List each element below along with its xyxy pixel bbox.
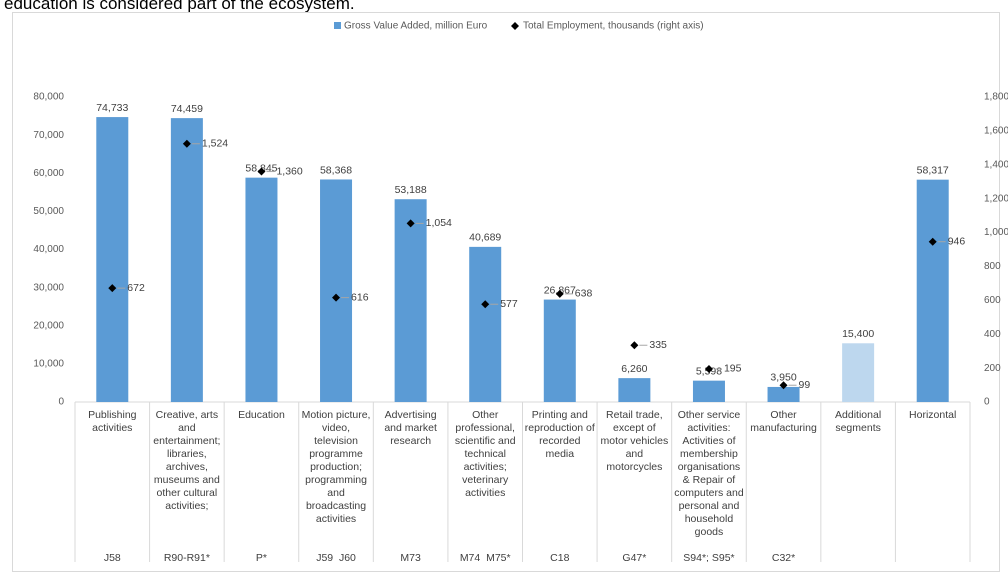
value-label: 3,950 <box>770 372 796 384</box>
y2-tick-label: 0 <box>984 397 990 408</box>
value-label: 1,360 <box>276 165 302 177</box>
x-tick-label: Retail trade, except of motor vehicles a… <box>600 409 669 473</box>
category-code: S94*; S95* <box>683 552 734 562</box>
x-tick-label: Education <box>238 409 285 421</box>
x-tick-label: Other service activities: Activities of … <box>674 409 744 538</box>
bar <box>245 177 278 402</box>
value-label: 335 <box>649 339 667 351</box>
x-tick-label: Additional segments <box>835 409 882 434</box>
y2-tick-label: 1,000 <box>984 227 1008 238</box>
y2-tick-label: 800 <box>984 261 1001 272</box>
y-tick-label: 30,000 <box>33 282 64 293</box>
y-tick-label: 50,000 <box>33 206 64 217</box>
marker <box>332 293 341 302</box>
value-label: 99 <box>799 379 811 391</box>
category-code: M74_M75* <box>460 552 511 562</box>
legend-swatch <box>511 22 519 30</box>
bar <box>394 199 427 402</box>
marker <box>779 381 788 390</box>
marker <box>257 167 266 176</box>
category-code: G47* <box>622 552 646 562</box>
marker <box>406 219 415 228</box>
y2-tick-label: 600 <box>984 295 1001 306</box>
bar <box>320 179 353 402</box>
value-label: 1,524 <box>202 138 228 150</box>
value-label: 195 <box>724 363 742 375</box>
bar <box>916 179 949 402</box>
legend-label: Gross Value Added, million Euro <box>344 21 488 32</box>
value-label: 74,733 <box>96 102 128 114</box>
value-label: 638 <box>575 288 593 300</box>
bar <box>170 118 203 402</box>
bar <box>469 246 502 402</box>
category-code: C18 <box>550 552 569 562</box>
y2-tick-label: 1,800 <box>984 92 1008 103</box>
marker <box>928 237 937 246</box>
category-code: J58 <box>104 552 121 562</box>
bar <box>543 299 576 402</box>
x-tick-label: Other manufacturing <box>750 409 817 434</box>
bar <box>96 117 129 402</box>
category-code: P* <box>256 552 267 562</box>
value-label: 946 <box>948 235 966 247</box>
value-label: 616 <box>351 291 369 303</box>
y-tick-label: 40,000 <box>33 244 64 255</box>
marker <box>704 364 713 373</box>
y-tick-label: 20,000 <box>33 320 64 331</box>
value-label: 53,188 <box>395 184 427 196</box>
y2-tick-label: 1,600 <box>984 126 1008 137</box>
y-tick-label: 70,000 <box>33 130 64 141</box>
x-tick-label: Motion picture, video, television progra… <box>301 409 371 525</box>
bar <box>692 380 725 402</box>
value-label: 6,260 <box>621 363 647 375</box>
marker <box>481 300 490 309</box>
bar <box>767 386 800 402</box>
marker <box>555 289 564 298</box>
y-tick-label: 60,000 <box>33 168 64 179</box>
x-tick-label: Horizontal <box>909 409 957 421</box>
bar <box>618 378 651 402</box>
value-label: 577 <box>500 298 518 310</box>
y2-tick-label: 200 <box>984 363 1001 374</box>
x-tick-label: Printing and reproduction of recorded me… <box>524 409 595 460</box>
x-tick-label: Advertising and market research <box>384 409 437 447</box>
y-tick-label: 0 <box>58 397 64 408</box>
bar <box>842 343 875 402</box>
x-tick-label: Publishing activities <box>88 409 137 434</box>
marker <box>630 341 639 350</box>
value-label: 40,689 <box>469 232 501 244</box>
value-label: 15,400 <box>842 328 874 340</box>
value-label: 1,054 <box>426 217 452 229</box>
category-code: M73 <box>400 552 421 562</box>
y2-tick-label: 400 <box>984 329 1001 340</box>
marker <box>108 284 117 293</box>
y2-tick-label: 1,200 <box>984 193 1008 204</box>
marker <box>182 139 191 148</box>
x-tick-label: Other professional, scientific and techn… <box>454 409 516 499</box>
category-code: C32* <box>772 552 795 562</box>
x-tick-label: Creative, arts and entertainment; librar… <box>153 409 221 512</box>
value-label: 58,368 <box>320 164 352 176</box>
category-code: J59_J60 <box>316 552 356 562</box>
caption: education is considered part of the ecos… <box>4 0 355 13</box>
legend-label: Total Employment, thousands (right axis) <box>523 21 704 32</box>
value-label: 58,317 <box>917 164 949 176</box>
value-label: 672 <box>127 282 145 294</box>
category-code: R90-R91* <box>164 552 210 562</box>
legend-swatch <box>334 22 341 29</box>
y2-tick-label: 1,400 <box>984 159 1008 170</box>
value-label: 74,459 <box>171 103 203 115</box>
y-tick-label: 80,000 <box>33 92 64 103</box>
y-tick-label: 10,000 <box>33 359 64 370</box>
